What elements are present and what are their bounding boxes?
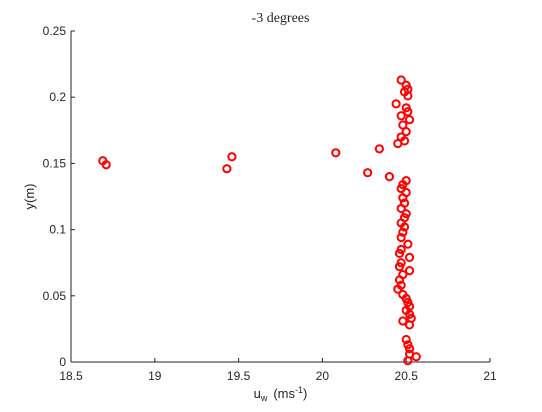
y-tick-label: 0 bbox=[59, 355, 66, 369]
y-tick-label: 0.05 bbox=[43, 289, 67, 303]
y-tick-label: 0.15 bbox=[43, 156, 67, 170]
data-point bbox=[403, 356, 413, 366]
data-point bbox=[396, 232, 406, 243]
x-tick-label: 18.5 bbox=[59, 369, 83, 383]
x-axis-label-subscript: w bbox=[260, 393, 268, 403]
data-point bbox=[101, 160, 111, 170]
y-axis-label: y(m) bbox=[22, 184, 37, 210]
data-point bbox=[399, 222, 410, 232]
y-tick-label: 0.25 bbox=[43, 24, 67, 38]
data-point bbox=[404, 320, 415, 330]
data-points bbox=[98, 75, 421, 366]
data-point bbox=[391, 99, 401, 109]
data-point bbox=[396, 111, 406, 121]
x-axis-label-unit-close: ) bbox=[303, 386, 307, 401]
data-point bbox=[393, 138, 403, 149]
y-tick-label: 0.2 bbox=[49, 90, 66, 104]
data-point bbox=[331, 148, 341, 158]
data-point bbox=[398, 316, 408, 326]
data-point bbox=[398, 227, 408, 237]
data-point bbox=[411, 352, 421, 362]
x-tick-label: 20.5 bbox=[395, 369, 419, 383]
data-point bbox=[404, 115, 415, 125]
data-point bbox=[394, 262, 405, 272]
data-point bbox=[403, 91, 413, 101]
x-axis-label: uw (ms-1) bbox=[254, 385, 308, 403]
x-axis-label-main: u bbox=[254, 386, 261, 401]
x-axis-label-unit: (ms bbox=[273, 386, 295, 401]
data-point bbox=[396, 75, 406, 85]
y-tick-label: 0.1 bbox=[49, 223, 66, 237]
data-point bbox=[222, 164, 232, 174]
chart-title: -3 degrees bbox=[252, 11, 310, 26]
data-point bbox=[227, 152, 237, 162]
plot-area bbox=[71, 31, 490, 362]
data-point bbox=[398, 193, 408, 203]
data-point bbox=[363, 168, 373, 178]
data-point bbox=[403, 239, 413, 249]
x-axis-label-superscript: -1 bbox=[295, 385, 303, 395]
x-tick-label: 20 bbox=[316, 369, 330, 383]
data-point bbox=[403, 107, 413, 117]
data-point bbox=[404, 252, 415, 263]
data-point bbox=[393, 284, 403, 294]
x-tick-label: 21 bbox=[483, 369, 497, 383]
data-point bbox=[401, 127, 411, 137]
data-point bbox=[401, 334, 411, 345]
data-point bbox=[404, 344, 415, 354]
axes: 18.5 19 19.5 20 20.5 21 0 0.05 0.1 0.15 0.2 0.25 bbox=[43, 24, 497, 383]
data-point bbox=[384, 172, 395, 182]
data-point bbox=[374, 144, 384, 154]
data-point bbox=[394, 248, 405, 259]
data-point bbox=[394, 275, 405, 285]
data-point bbox=[404, 266, 415, 276]
x-tick-label: 19 bbox=[148, 369, 162, 383]
x-tick-label: 19.5 bbox=[227, 369, 251, 383]
data-point bbox=[396, 203, 406, 214]
